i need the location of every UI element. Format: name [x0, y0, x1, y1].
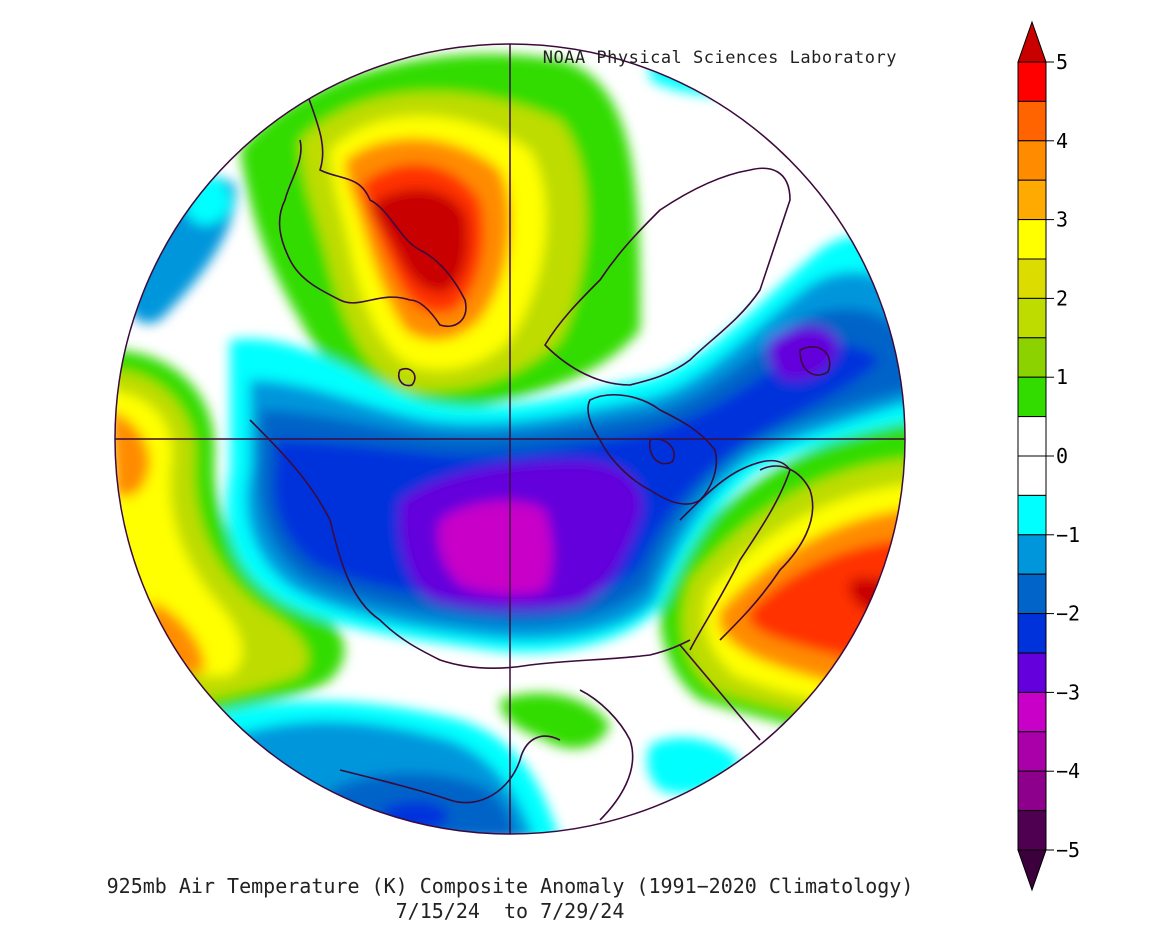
cold-anomaly-core — [438, 500, 553, 595]
coastline-europe — [679, 644, 761, 741]
colorbar-swatches — [1017, 61, 1047, 851]
colorbar-tick-label: 0 — [1056, 444, 1068, 468]
colorbar-swatch — [1017, 297, 1047, 339]
coastline-greenland — [544, 167, 791, 386]
colorbar-swatch — [1017, 61, 1047, 102]
colorbar-swatch — [1017, 416, 1047, 457]
coastline-scandinavia — [719, 465, 814, 641]
coastlines — [249, 69, 831, 821]
colorbar-tick-label: −5 — [1056, 838, 1080, 862]
cold-anomaly-l4b — [768, 325, 840, 381]
colorbar-ticks: 5 4 3 2 1 0 −1 −2 −3 −4 −5 — [1046, 50, 1080, 862]
colorbar-tick-label: 4 — [1056, 129, 1068, 153]
colorbar-swatch — [1017, 810, 1047, 851]
colorbar-swatch — [1017, 731, 1047, 772]
coastline-siberia — [249, 419, 691, 670]
colorbar-tick-label: 1 — [1056, 365, 1068, 389]
warm-anomaly-top-core — [370, 188, 469, 293]
coastline-small-islands-1 — [397, 367, 416, 387]
colorbar-tick-label: −2 — [1056, 602, 1080, 626]
colorbar-swatch — [1017, 534, 1047, 575]
polar-map — [114, 43, 906, 835]
warm-anomaly-left-orange — [115, 410, 150, 497]
colorbar-swatch — [1017, 376, 1047, 418]
colorbar-swatch — [1017, 691, 1047, 733]
colorbar-under-arrow — [1017, 849, 1047, 892]
credit-text: NOAA Physical Sciences Laboratory — [543, 48, 897, 68]
coastline-small-islands-2 — [799, 346, 831, 376]
colorbar-swatch — [1017, 494, 1047, 536]
colorbar: 5 4 3 2 1 0 −1 −2 −3 −4 −5 — [1017, 20, 1080, 892]
colorbar-swatch — [1017, 770, 1047, 812]
coastline-canada — [679, 459, 791, 651]
coastline-europe-south — [579, 689, 634, 821]
colorbar-swatch — [1017, 573, 1047, 615]
colorbar-tick-label: 2 — [1056, 286, 1068, 310]
map-boundary — [114, 43, 906, 835]
colorbar-swatch — [1017, 179, 1047, 221]
colorbar-tick-label: −4 — [1056, 759, 1080, 783]
colorbar-swatch — [1017, 652, 1047, 693]
colorbar-tick-label: −3 — [1056, 680, 1080, 704]
coastline-asia-south — [339, 735, 561, 804]
coastline-small-islands-3 — [649, 438, 675, 465]
colorbar-swatch — [1017, 100, 1047, 142]
coastline-alaska — [278, 69, 467, 327]
colorbar-swatch — [1017, 140, 1047, 181]
colorbar-tick-label: 5 — [1056, 50, 1068, 74]
colorbar-over-arrow — [1017, 20, 1047, 63]
colorbar-tick-label: 3 — [1056, 208, 1068, 232]
colorbar-swatch — [1017, 613, 1047, 654]
colorbar-swatch — [1017, 337, 1047, 378]
chart-title: 925mb Air Temperature (K) Composite Anom… — [107, 874, 914, 898]
chart-subtitle: 7/15/24 to 7/29/24 — [396, 899, 625, 923]
warm-anomaly-small-bottom — [500, 693, 610, 749]
colorbar-swatch — [1017, 219, 1047, 260]
colorbar-swatch — [1017, 455, 1047, 496]
colorbar-swatch — [1017, 258, 1047, 299]
colorbar-tick-label: −1 — [1056, 523, 1080, 547]
